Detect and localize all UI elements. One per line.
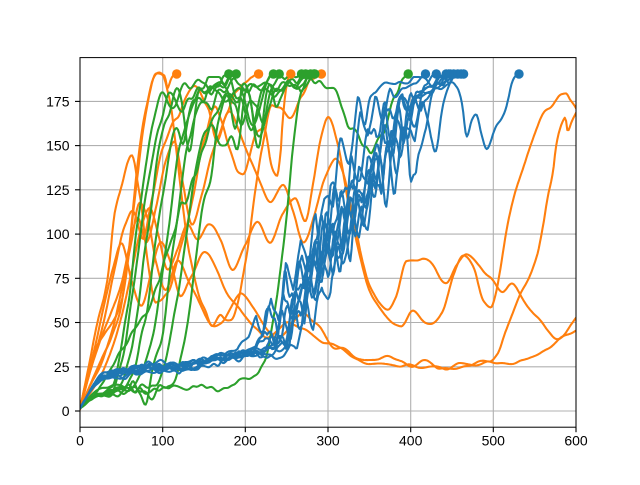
svg-text:75: 75 <box>54 270 70 286</box>
svg-text:25: 25 <box>54 359 70 375</box>
svg-text:500: 500 <box>482 433 506 449</box>
svg-text:600: 600 <box>564 433 588 449</box>
svg-text:0: 0 <box>76 433 84 449</box>
svg-text:125: 125 <box>46 182 70 198</box>
svg-text:100: 100 <box>151 433 175 449</box>
svg-text:50: 50 <box>54 315 70 331</box>
svg-text:150: 150 <box>46 138 70 154</box>
svg-text:400: 400 <box>399 433 423 449</box>
svg-text:0: 0 <box>62 403 70 419</box>
svg-text:200: 200 <box>234 433 258 449</box>
svg-text:100: 100 <box>46 226 70 242</box>
svg-text:175: 175 <box>46 93 70 109</box>
svg-text:300: 300 <box>316 433 340 449</box>
